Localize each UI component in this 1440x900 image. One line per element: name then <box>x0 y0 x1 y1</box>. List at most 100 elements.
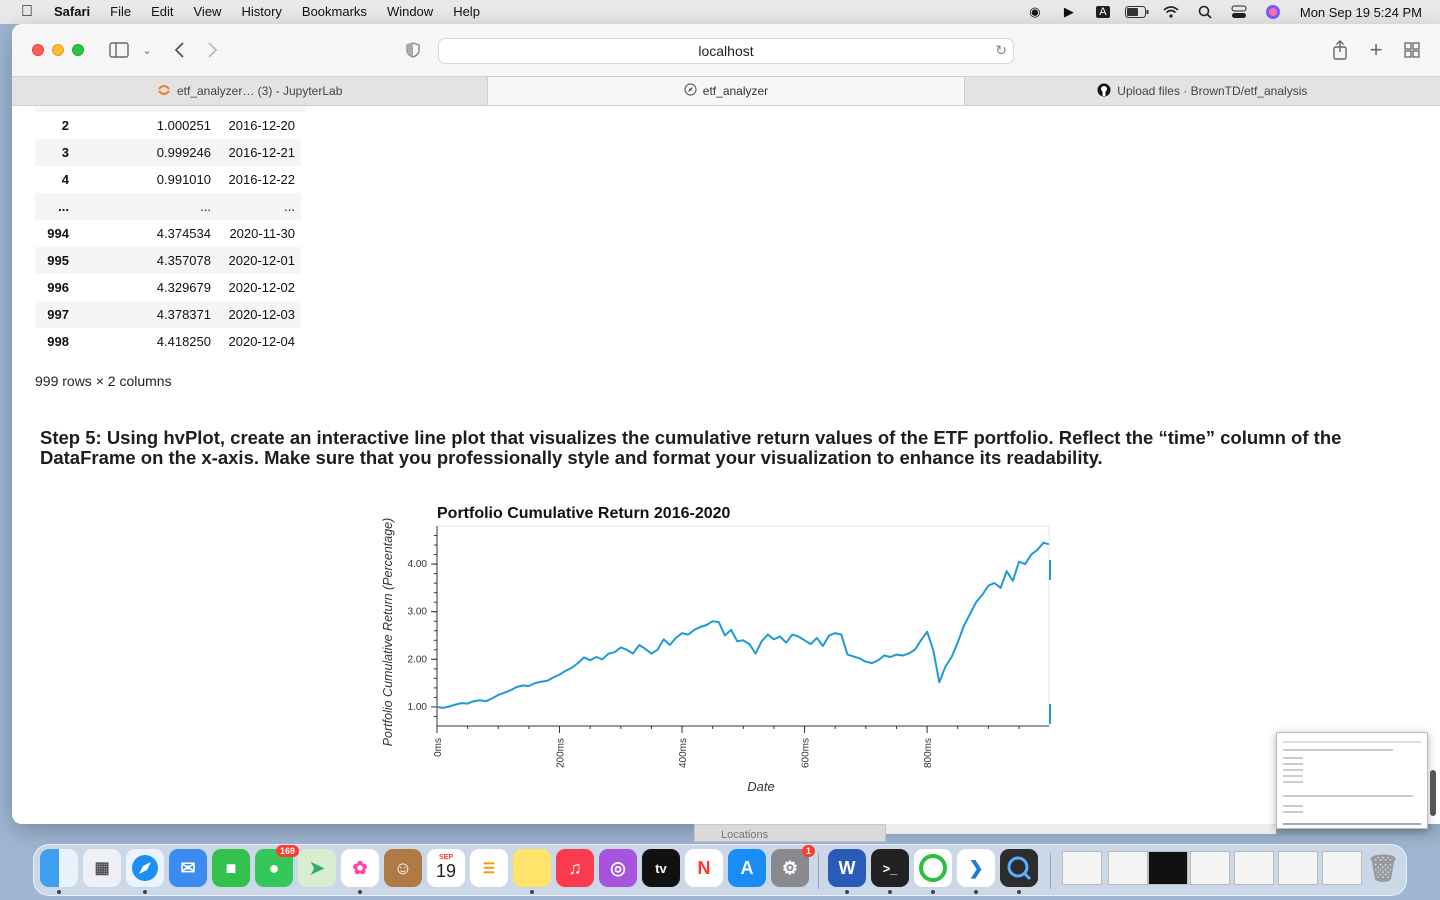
data-point <box>987 584 990 587</box>
x-axis-label: Date <box>747 779 774 794</box>
data-point <box>742 639 745 642</box>
control-center-icon[interactable] <box>1222 0 1256 24</box>
running-indicator <box>974 890 978 894</box>
data-point <box>687 633 689 636</box>
dataframe-table: 2 1.000251 2016-12-20 3 0.999246 2016-12-21 4 0… <box>35 112 301 355</box>
minimized-window[interactable] <box>1190 851 1230 885</box>
battery-icon[interactable] <box>1120 0 1154 24</box>
apple-menu-icon[interactable]:  <box>16 1 38 23</box>
close-window-button[interactable] <box>32 44 44 56</box>
mail-dock-icon[interactable]: ✉ <box>169 849 207 887</box>
row-index: 997 <box>35 301 75 328</box>
sidebar-menu-chevron-icon[interactable]: ⌄ <box>142 44 152 57</box>
launchpad-dock-icon[interactable]: ▦ <box>83 849 121 887</box>
zoom-window-button[interactable] <box>72 44 84 56</box>
data-point <box>1042 541 1045 544</box>
quicktime-dock-icon[interactable] <box>1000 849 1038 887</box>
x-tick-label: 800ms <box>923 738 934 768</box>
system-settings-dock-icon[interactable]: ⚙ 1 <box>771 845 815 887</box>
running-indicator <box>530 890 534 894</box>
screenshot-thumbnail[interactable] <box>1276 732 1428 829</box>
menu-history[interactable]: History <box>241 4 282 19</box>
menu-edit[interactable]: Edit <box>151 4 174 19</box>
terminal-dock-icon[interactable]: >_ <box>871 849 909 887</box>
siri-icon[interactable] <box>1256 0 1290 24</box>
back-icon[interactable] <box>170 38 188 62</box>
time-cell: 2020-12-04 <box>228 334 296 349</box>
data-point <box>809 643 812 645</box>
data-point <box>1024 563 1026 565</box>
tab-github-upload[interactable]: Upload files · BrownTD/etf_analysis <box>965 77 1440 105</box>
time-cell: 2016-12-20 <box>228 118 296 133</box>
reload-icon[interactable]: ↻ <box>995 42 1007 58</box>
spotlight-icon[interactable] <box>1188 0 1222 24</box>
data-point <box>999 587 1002 589</box>
tv-dock-icon[interactable]: tv <box>642 849 680 887</box>
minimized-window[interactable] <box>1278 851 1318 885</box>
data-point <box>871 662 873 664</box>
data-point <box>1036 549 1039 551</box>
word-dock-icon[interactable]: W <box>828 849 866 887</box>
safari-dock-icon[interactable] <box>126 849 164 887</box>
data-point <box>583 656 585 659</box>
music-dock-icon[interactable]: ♫ <box>556 849 594 887</box>
creative-cloud-icon[interactable]: ◉ <box>1029 4 1041 19</box>
data-point <box>754 652 757 655</box>
address-bar[interactable]: localhost ↻ <box>438 38 1014 64</box>
data-point <box>644 648 647 650</box>
cumulative-return-cell: 4.374534 <box>156 226 211 241</box>
notes-dock-icon[interactable] <box>513 849 551 887</box>
menu-view[interactable]: View <box>193 4 222 19</box>
edge-scrollbar[interactable] <box>1430 770 1436 816</box>
data-point <box>564 669 567 672</box>
menu-bookmarks[interactable]: Bookmarks <box>301 4 367 19</box>
sidebar-toggle-icon[interactable] <box>108 38 130 62</box>
finder-dock-icon[interactable] <box>40 849 78 887</box>
wifi-icon[interactable] <box>1154 0 1188 24</box>
notebook-content: 2 1.000251 2016-12-20 3 0.999246 2016-12-21 4 0… <box>12 106 1440 824</box>
menu-clock[interactable]: Mon Sep 19 5:24 PM <box>1299 4 1422 20</box>
vscode-dock-icon[interactable]: ❯ <box>957 849 995 887</box>
tab-etf-analyzer[interactable]: etf_analyzer <box>488 77 965 105</box>
tab-jupyterlab[interactable]: etf_analyzer… (3) - JupyterLab <box>12 77 489 105</box>
data-point <box>791 633 794 636</box>
menu-help[interactable]: Help <box>453 4 480 19</box>
messages-dock-icon[interactable]: ● 169 <box>255 845 299 887</box>
news-dock-icon[interactable]: N <box>685 849 723 887</box>
new-tab-icon[interactable]: + <box>1369 37 1383 62</box>
minimized-window[interactable] <box>1108 851 1148 885</box>
data-point <box>466 702 469 705</box>
minimized-window[interactable] <box>1322 851 1362 885</box>
cumulative-return-cell: 4.378371 <box>75 301 217 328</box>
menu-file[interactable]: File <box>110 4 132 19</box>
photos-dock-icon[interactable]: ✿ <box>341 849 379 887</box>
trash-dock-icon[interactable]: 🗑 <box>1366 852 1400 883</box>
minimize-window-button[interactable] <box>52 44 64 56</box>
forward-icon[interactable] <box>204 38 222 62</box>
podcasts-dock-icon[interactable]: ◎ <box>599 849 637 887</box>
data-point <box>889 656 892 658</box>
data-point <box>852 655 855 658</box>
play-icon[interactable]: ▶ <box>1063 4 1074 19</box>
menu-app-name[interactable]: Safari <box>54 4 91 19</box>
minimized-window[interactable] <box>1234 851 1274 885</box>
reminders-dock-icon[interactable]: ☰ <box>470 849 508 887</box>
data-point <box>632 652 634 655</box>
plot-area <box>436 525 1050 727</box>
tab-overview-icon[interactable] <box>1402 38 1422 62</box>
minimized-window[interactable] <box>1148 851 1188 885</box>
share-icon[interactable] <box>1330 38 1350 62</box>
data-point <box>699 626 702 628</box>
contacts-dock-icon[interactable]: ☺ <box>384 849 422 887</box>
privacy-shield-icon[interactable] <box>404 38 422 62</box>
input-source-icon[interactable]: A <box>1086 0 1120 24</box>
minimized-window[interactable] <box>1062 851 1102 885</box>
data-point <box>950 656 953 658</box>
app-store-dock-icon[interactable]: A <box>728 849 766 887</box>
menu-window[interactable]: Window <box>386 4 434 19</box>
anaconda-dock-icon[interactable] <box>914 849 952 887</box>
data-point <box>797 635 800 638</box>
maps-dock-icon[interactable]: ➤ <box>298 849 336 887</box>
calendar-dock-icon[interactable]: SEP 19 <box>427 849 465 887</box>
facetime-dock-icon[interactable]: ■ <box>212 849 250 887</box>
